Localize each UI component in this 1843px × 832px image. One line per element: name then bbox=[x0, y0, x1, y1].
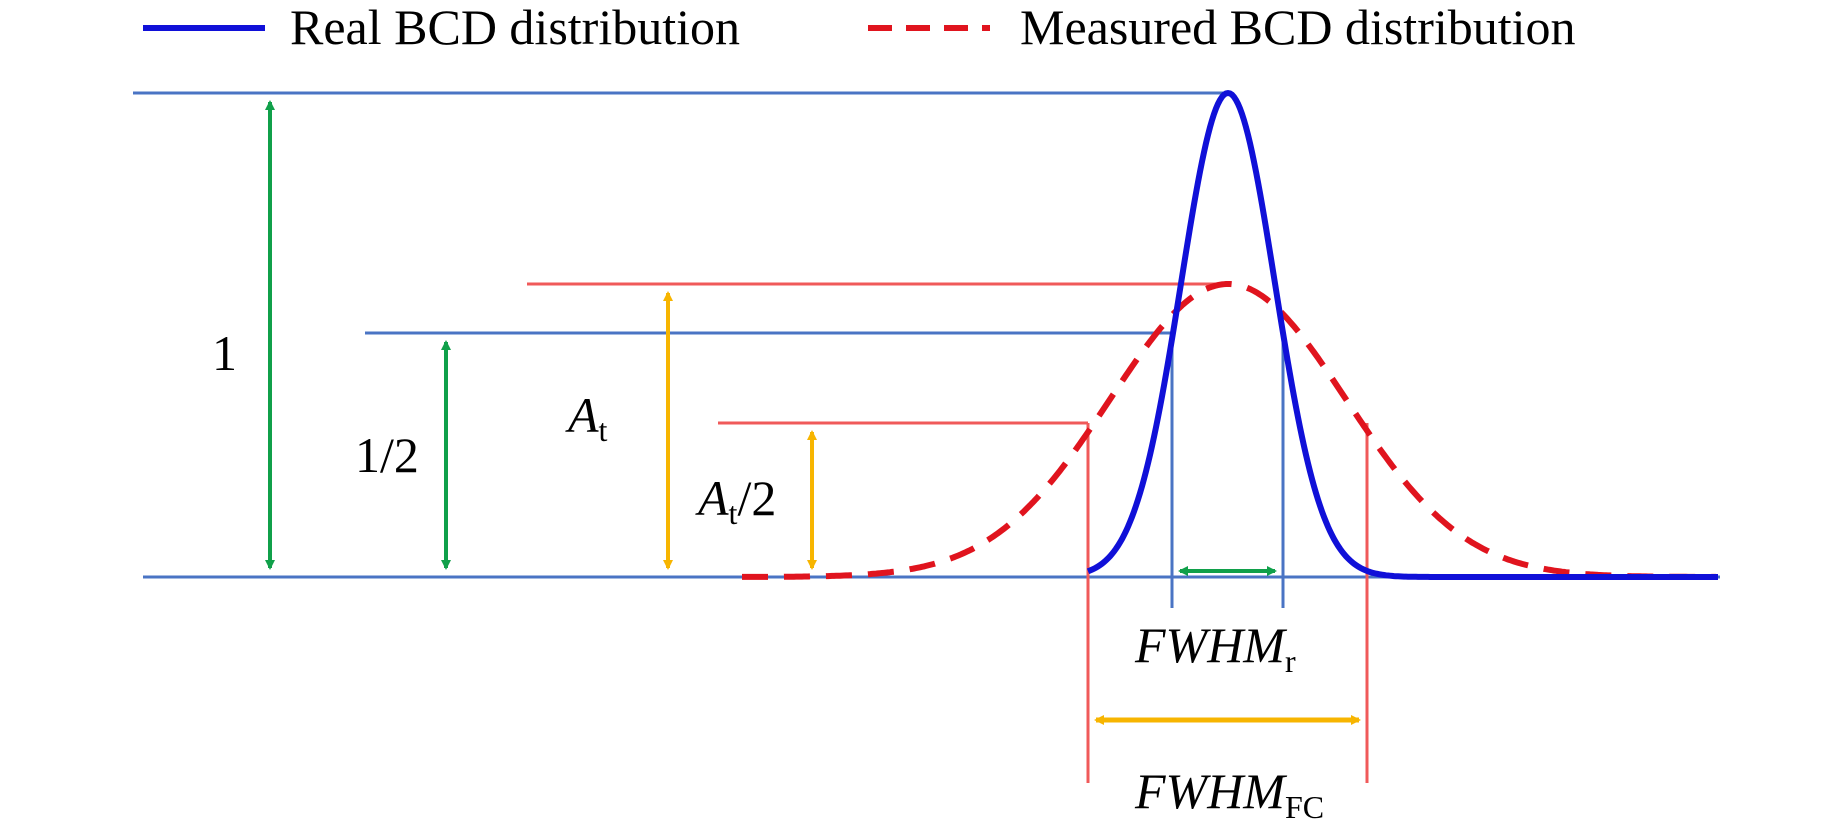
label-at: At bbox=[565, 387, 608, 448]
measured-bcd-curve bbox=[742, 281, 1716, 580]
legend-measured-label: Measured BCD distribution bbox=[1020, 0, 1576, 55]
legend: Real BCD distribution Measured BCD distr… bbox=[143, 0, 1576, 55]
real-bcd-curve bbox=[1086, 89, 1718, 580]
legend-real-label: Real BCD distribution bbox=[290, 0, 740, 55]
label-at-half: At/2 bbox=[695, 470, 776, 531]
label-fwhm-r: FWHMr bbox=[1134, 617, 1296, 679]
label-half: 1/2 bbox=[355, 427, 419, 483]
label-one: 1 bbox=[212, 325, 237, 381]
label-fwhm-fc: FWHMFC bbox=[1134, 763, 1324, 825]
